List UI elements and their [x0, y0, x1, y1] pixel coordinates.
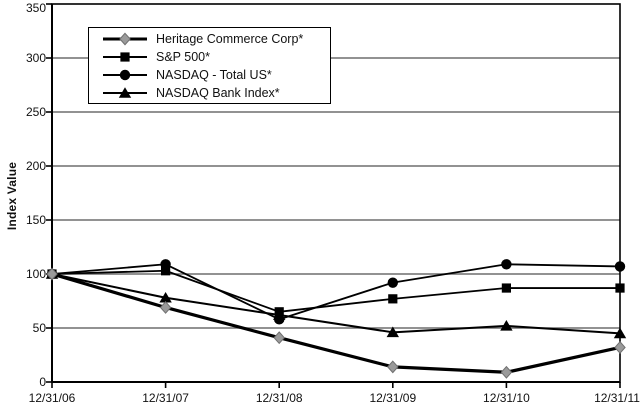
- y-tick-label: 0: [39, 375, 46, 389]
- y-tick-label: 350: [25, 1, 46, 15]
- circle-marker-icon: [103, 69, 147, 80]
- legend-item: NASDAQ - Total US*: [102, 66, 330, 84]
- square-marker-icon: [103, 51, 147, 62]
- y-tick-label: 150: [25, 213, 46, 227]
- x-tick-label: 12/31/09: [369, 391, 417, 405]
- y-tick-label: 250: [25, 105, 46, 119]
- x-tick-label: 12/31/10: [483, 391, 530, 405]
- y-tick-label: 100: [25, 267, 46, 281]
- y-tick-label: 50: [32, 321, 46, 335]
- y-tick-label: 300: [25, 51, 46, 65]
- y-tick-label: 200: [25, 159, 46, 173]
- legend-label: Heritage Commerce Corp*: [156, 31, 304, 46]
- x-tick-label: 12/31/08: [255, 391, 303, 405]
- diamond-marker-icon: [103, 32, 147, 45]
- legend-label: S&P 500*: [156, 49, 210, 64]
- triangle-marker-icon: [103, 86, 147, 98]
- legend-item: Heritage Commerce Corp*: [102, 30, 330, 48]
- legend-label: NASDAQ - Total US*: [156, 67, 272, 82]
- x-tick-label: 12/31/06: [28, 391, 76, 405]
- legend-item: S&P 500*: [102, 48, 330, 66]
- legend-label: NASDAQ Bank Index*: [156, 85, 280, 100]
- x-tick-label: 12/31/11: [594, 391, 640, 405]
- x-tick-label: 12/31/07: [142, 391, 189, 405]
- legend: Heritage Commerce Corp* S&P 500* NASDAQ …: [88, 27, 331, 104]
- legend-item: NASDAQ Bank Index*: [102, 84, 330, 102]
